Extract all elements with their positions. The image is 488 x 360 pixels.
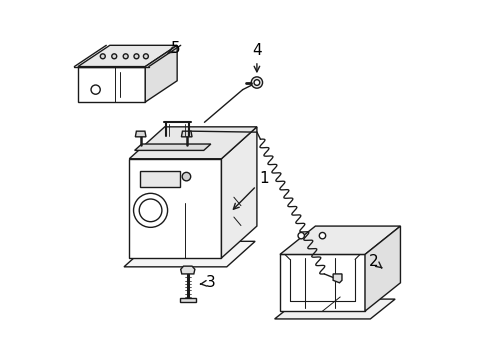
Text: 5: 5	[167, 41, 180, 57]
Circle shape	[133, 193, 167, 228]
Circle shape	[319, 233, 325, 239]
Text: 4: 4	[252, 43, 261, 72]
Text: 1: 1	[233, 171, 268, 209]
Circle shape	[297, 233, 304, 239]
Circle shape	[100, 54, 105, 59]
Polygon shape	[181, 266, 195, 274]
Polygon shape	[279, 226, 400, 255]
Polygon shape	[135, 131, 145, 137]
Polygon shape	[279, 255, 364, 311]
Polygon shape	[129, 159, 221, 258]
Circle shape	[112, 54, 117, 59]
Circle shape	[251, 77, 262, 88]
Polygon shape	[221, 127, 256, 258]
Polygon shape	[145, 45, 177, 102]
Circle shape	[254, 80, 259, 85]
Text: 3: 3	[200, 275, 215, 290]
Polygon shape	[181, 131, 192, 137]
Polygon shape	[129, 127, 256, 159]
Polygon shape	[78, 67, 145, 102]
Polygon shape	[364, 226, 400, 311]
Polygon shape	[124, 241, 255, 267]
Circle shape	[143, 54, 148, 59]
Polygon shape	[274, 299, 394, 319]
Circle shape	[91, 85, 100, 94]
Circle shape	[134, 54, 139, 59]
Polygon shape	[134, 144, 210, 150]
Polygon shape	[332, 274, 341, 283]
Polygon shape	[78, 45, 177, 67]
Circle shape	[182, 172, 190, 181]
Circle shape	[139, 199, 162, 222]
Polygon shape	[180, 298, 195, 302]
Polygon shape	[140, 171, 180, 186]
Text: 2: 2	[368, 254, 381, 269]
Circle shape	[123, 54, 128, 59]
